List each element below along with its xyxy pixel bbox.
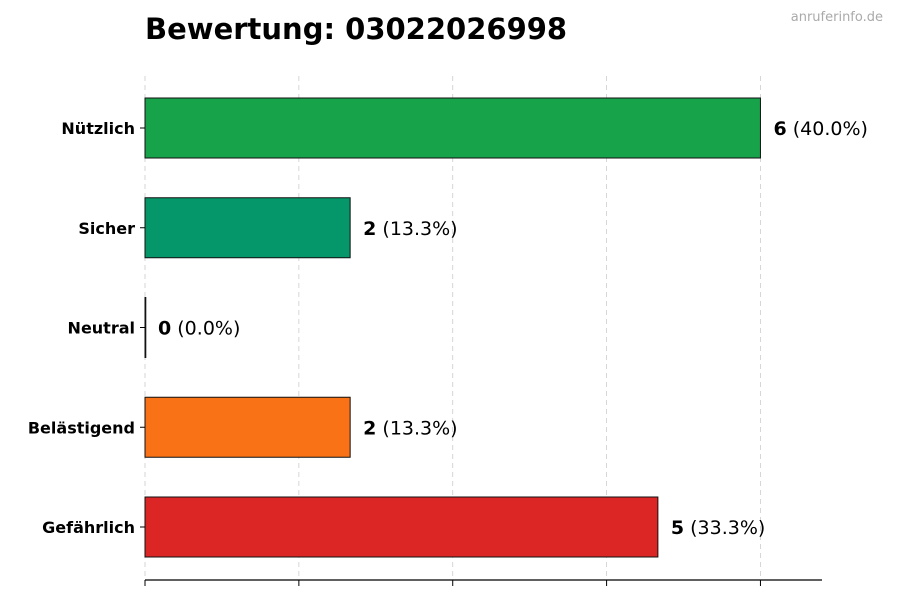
- category-label: Neutral: [68, 319, 135, 338]
- percent-label: (13.3%): [376, 218, 457, 240]
- value-label: 6: [773, 118, 786, 140]
- value-label: 2: [363, 417, 376, 439]
- value-label: 0: [158, 318, 171, 340]
- value-label: 5: [671, 517, 684, 539]
- bar-2: [144, 297, 147, 358]
- value-label: 2: [363, 218, 376, 240]
- percent-label: (0.0%): [171, 318, 240, 340]
- category-label: Nützlich: [61, 119, 135, 138]
- bar-4: [144, 496, 659, 558]
- data-label: 5 (33.3%): [671, 517, 765, 539]
- bar-3: [144, 396, 351, 458]
- data-label: 0 (0.0%): [158, 318, 240, 340]
- category-label: Belästigend: [28, 418, 135, 437]
- chart-title: Bewertung: 03022026998: [145, 12, 568, 46]
- data-label: 6 (40.0%): [773, 118, 867, 140]
- percent-label: (33.3%): [684, 517, 765, 539]
- data-label: 2 (13.3%): [363, 417, 457, 439]
- percent-label: (13.3%): [376, 417, 457, 439]
- bar-1: [144, 197, 351, 259]
- category-label: Sicher: [78, 219, 135, 238]
- data-label: 2 (13.3%): [363, 218, 457, 240]
- watermark: anruferinfo.de: [790, 10, 883, 25]
- category-label: Gefährlich: [42, 518, 135, 537]
- percent-label: (40.0%): [787, 118, 868, 140]
- bar-0: [144, 97, 761, 159]
